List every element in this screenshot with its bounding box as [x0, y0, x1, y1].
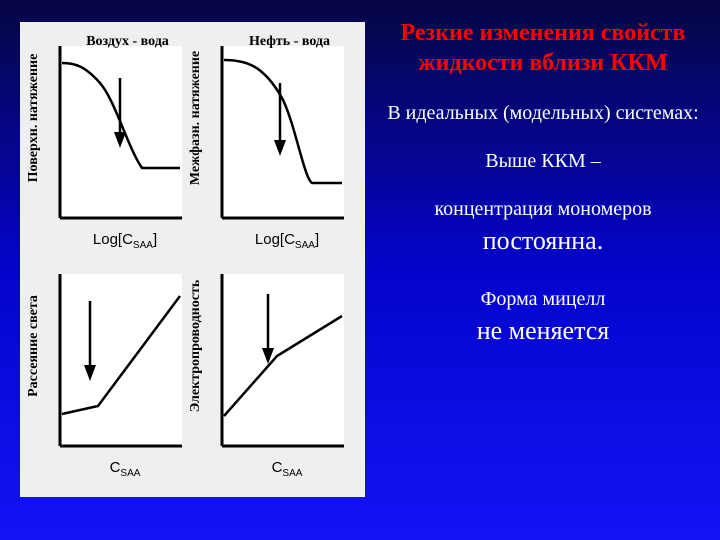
paragraph-3: концентрация мономеров постоянна.: [378, 195, 708, 259]
xlabel-br-main: C: [272, 459, 283, 476]
chart-interfacial-tension: Межфазн. натяжение Нефть - вода Log[CSAA…: [192, 28, 354, 253]
xlabel-tr-end: ]: [315, 231, 319, 248]
xlabel-tl-sub: SAA: [133, 240, 153, 251]
xlabel-tr-sub: SAA: [295, 240, 315, 251]
p3-line2: постоянна.: [483, 226, 603, 255]
ylabel-tr: Межфазн. натяжение: [188, 18, 204, 218]
p4-line1: Форма мицелл: [481, 288, 606, 310]
xlabel-tl-end: ]: [153, 231, 157, 248]
chart-grid: Поверхн. натяжение Воздух - вода Log[CSA…: [30, 28, 355, 488]
ylabel-tl: Поверхн. натяжение: [26, 18, 42, 218]
chart-svg-br: [192, 256, 354, 481]
paragraph-1: В идеальных (модельных) системах:: [378, 100, 708, 126]
ylabel-bl: Рассеяние света: [26, 246, 42, 446]
title-tl: Воздух - вода: [65, 34, 190, 50]
xlabel-tl-main: Log[C: [93, 231, 133, 248]
chart-svg-bl: [30, 256, 192, 481]
slide: Поверхн. натяжение Воздух - вода Log[CSA…: [0, 0, 720, 540]
paragraph-2: Выше ККМ –: [378, 150, 708, 173]
xlabel-tl: Log[CSAA]: [60, 231, 190, 251]
xlabel-tr: Log[CSAA]: [222, 231, 352, 251]
charts-pane: Поверхн. натяжение Воздух - вода Log[CSA…: [20, 22, 365, 497]
paragraph-4: Форма мицелл не меняется: [378, 285, 708, 349]
xlabel-br: CSAA: [222, 459, 352, 479]
p4-line2: не меняется: [477, 316, 610, 345]
chart-svg-tl: [30, 28, 192, 253]
xlabel-bl-main: C: [110, 459, 121, 476]
xlabel-br-sub: SAA: [282, 468, 302, 479]
chart-conductivity: Электропроводность CSAA: [192, 256, 354, 481]
slide-title: Резкие изменения свойств жидкости вблизи…: [378, 18, 708, 78]
text-pane: Резкие изменения свойств жидкости вблизи…: [378, 18, 708, 518]
xlabel-tr-main: Log[C: [255, 231, 295, 248]
p3-line1: концентрация мономеров: [434, 198, 651, 220]
chart-surface-tension: Поверхн. натяжение Воздух - вода Log[CSA…: [30, 28, 192, 253]
xlabel-bl-sub: SAA: [120, 468, 140, 479]
title-tr: Нефть - вода: [227, 34, 352, 50]
chart-light-scattering: Рассеяние света CSAA: [30, 256, 192, 481]
xlabel-bl: CSAA: [60, 459, 190, 479]
ylabel-br: Электропроводность: [188, 246, 204, 446]
chart-svg-tr: [192, 28, 354, 253]
